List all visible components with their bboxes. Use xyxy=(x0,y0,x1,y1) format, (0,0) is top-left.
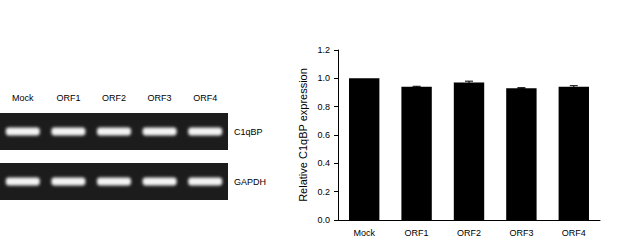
svg-text:ORF3: ORF3 xyxy=(509,228,533,238)
svg-text:0.2: 0.2 xyxy=(317,187,330,197)
svg-text:ORF1: ORF1 xyxy=(405,228,429,238)
svg-text:ORF2: ORF2 xyxy=(102,93,126,103)
svg-text:1.0: 1.0 xyxy=(317,73,330,83)
svg-text:ORF2: ORF2 xyxy=(457,228,481,238)
svg-text:GAPDH: GAPDH xyxy=(234,177,266,187)
svg-text:0.4: 0.4 xyxy=(317,158,330,168)
svg-text:Mock: Mock xyxy=(353,228,375,238)
svg-text:ORF4: ORF4 xyxy=(562,228,586,238)
svg-text:0.8: 0.8 xyxy=(317,102,330,112)
svg-text:Relative C1qBP expression: Relative C1qBP expression xyxy=(297,68,309,202)
svg-text:C1qBP: C1qBP xyxy=(234,127,263,137)
svg-text:ORF3: ORF3 xyxy=(148,93,172,103)
svg-text:Mock: Mock xyxy=(12,93,34,103)
svg-text:ORF4: ORF4 xyxy=(193,93,217,103)
svg-text:0.0: 0.0 xyxy=(317,215,330,225)
svg-text:ORF1: ORF1 xyxy=(56,93,80,103)
svg-text:1.2: 1.2 xyxy=(317,45,330,55)
svg-text:0.6: 0.6 xyxy=(317,130,330,140)
